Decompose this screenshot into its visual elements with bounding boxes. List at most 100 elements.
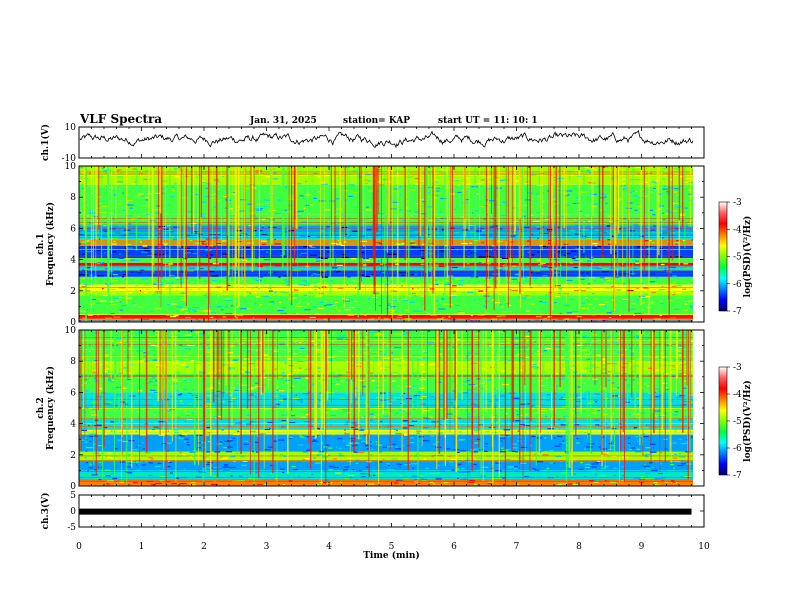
ch1-spectrogram-pixel — [298, 284, 304, 286]
ch1-spectrogram-pixel — [349, 306, 355, 309]
ch1-spectrogram-pixel — [480, 179, 485, 181]
ch1-spectrogram-pixel — [310, 239, 315, 241]
ch2-spectrogram-pixel — [443, 458, 446, 460]
ch2-spectrogram-pixel — [94, 452, 100, 454]
ch1-spectrogram-pixel — [203, 263, 208, 265]
ch1-spectrogram-pixel — [661, 312, 668, 314]
ch1-spectrogram-pixel — [279, 312, 285, 314]
ch1-spectrogram-pixel — [593, 250, 596, 253]
ch1-spectrogram-pixel — [142, 218, 148, 220]
ch1-spectrogram-pixel — [370, 198, 375, 201]
ch2-spectrogram-pixel — [232, 437, 236, 439]
ch2-spectrogram-pixel — [273, 440, 278, 442]
ch1-spectrogram-pixel — [116, 170, 120, 172]
ch1-spectrogram-pixel — [157, 284, 164, 286]
ch1-spectrogram-pixel — [294, 270, 301, 272]
ch2-spectrogram-pixel — [207, 431, 213, 433]
ch1-spectrogram-pixel — [232, 192, 235, 194]
ch2-spectrogram-pixel — [169, 351, 171, 353]
ch2-spectrogram-pixel — [168, 475, 172, 477]
ch1-spectrogram-pixel — [661, 285, 664, 287]
ch1-spectrogram-pixel — [445, 245, 447, 247]
ch1-spectrogram-pixel — [359, 219, 366, 221]
ch2-spectrogram-pixel — [270, 453, 278, 455]
ch1-spectrogram-pixel — [471, 237, 473, 239]
ch1-spectrogram-pixel — [540, 262, 546, 264]
ch1-spectrogram-pixel — [570, 185, 572, 188]
ch2-spectrogram-pixel — [348, 474, 354, 477]
ch1-spectrogram-pixel — [139, 290, 141, 292]
ch1-spectrogram-pixel — [580, 278, 585, 280]
ch1-spectrogram-pixel — [571, 228, 574, 230]
ch2-spectrogram-pixel — [318, 446, 320, 448]
ch1-spectrogram-pixel — [414, 294, 416, 297]
ch2-spectrogram-pixel — [681, 443, 686, 445]
ch1-spectrogram-pixel — [674, 191, 678, 193]
ch2-spectrogram-pixel — [660, 344, 666, 346]
ch2-spectrogram-pixel — [182, 434, 188, 436]
ch1-spectrogram-pixel — [256, 171, 261, 173]
ch1-spectrogram-pixel — [595, 169, 597, 171]
ch1-spectrogram-pixel — [342, 297, 344, 300]
ch2-spectrogram-pixel — [238, 367, 240, 370]
ch2-spectrogram-pixel — [590, 452, 593, 454]
ch2-spectrogram-pixel — [298, 475, 300, 477]
ch1-spectrogram-pixel — [584, 206, 587, 208]
ch2-spectrogram-pixel — [168, 461, 172, 463]
ch1-spectrogram-pixel — [486, 213, 488, 216]
ch2-spectrogram-band — [79, 418, 693, 430]
ch2-spectrogram-pixel — [673, 414, 678, 416]
ch2-spectrogram-pixel — [674, 460, 681, 463]
ch2-spectrogram-pixel — [175, 477, 180, 479]
ch2-spectrogram-pixel — [241, 337, 248, 339]
ch2-spectrogram-pixel — [220, 461, 224, 463]
ch2-spectrogram-pixel — [280, 397, 284, 399]
ch1-spectrogram-pixel — [184, 252, 191, 254]
ch2-spectrogram-pixel — [629, 449, 632, 451]
ch2-spectrogram-pixel — [305, 413, 309, 416]
ch2-spectrogram-pixel — [674, 430, 677, 432]
ch2-spectrogram-pixel — [580, 462, 584, 464]
ch1-spectrogram-pixel — [668, 187, 675, 189]
ch1-spectrogram-pixel — [122, 276, 125, 278]
ch2-spectrogram-pixel — [177, 394, 182, 396]
ch1-spectrogram-pixel — [318, 307, 325, 309]
ch1-spectrogram-pixel — [612, 249, 619, 251]
ch1-spectrogram-pixel — [425, 179, 433, 181]
ch2-spectrogram-pixel — [652, 415, 659, 417]
ch2-spectrogram-pixel — [635, 451, 642, 453]
ch2-spectrogram-pixel — [107, 480, 114, 482]
ch1-spectrogram-pixel — [451, 299, 457, 301]
ch1-spectrogram-pixel — [547, 316, 552, 318]
ch1-spectrogram-pixel — [669, 266, 676, 268]
ch1-spectrogram-pixel — [337, 270, 341, 272]
ch2-spectrogram-pixel — [190, 481, 196, 483]
ch1-spectrogram-pixel — [141, 278, 149, 280]
ch1-spectrogram-pixel — [605, 287, 612, 289]
ch2-spectrogram-pixel — [344, 478, 350, 480]
ch1-spectrogram-ytick-label: 8 — [70, 193, 76, 203]
ch2-spectrogram-pixel — [505, 360, 507, 362]
ch1-spectrogram-pixel — [301, 221, 307, 223]
ch2-spectrogram-pixel — [228, 352, 234, 354]
ch1-spectrogram-pixel — [520, 294, 523, 296]
ch2-spectrogram-pixel — [314, 449, 322, 451]
ch2-spectrogram-pixel — [230, 475, 233, 477]
ch1-spectrogram-pixel — [669, 256, 672, 258]
ch2-spectrogram-pixel — [622, 475, 625, 477]
ch2-spectrogram-pixel — [473, 463, 478, 466]
ch1-spectrogram-pixel — [112, 274, 118, 276]
ch1-spectrogram-pixel — [324, 318, 327, 320]
ch2-spectrogram-pixel — [189, 456, 192, 458]
ch1-spectrogram-pixel — [594, 229, 600, 231]
ch1-spectrogram-pixel — [604, 277, 610, 279]
ch2-spectrogram-pixel — [205, 427, 212, 429]
ch2-spectrogram-pixel — [264, 354, 268, 356]
ch1-spectrogram-pixel — [662, 232, 668, 234]
ch1-spectrogram-pixel — [633, 267, 638, 270]
ch1-spectrogram-pixel — [322, 206, 328, 208]
ch1-spectrogram-pixel — [489, 200, 496, 202]
ch1-spectrogram-pixel — [313, 289, 317, 291]
ch1-spectrogram-pixel — [147, 243, 151, 245]
ch1-spectrogram-pixel — [557, 275, 562, 277]
